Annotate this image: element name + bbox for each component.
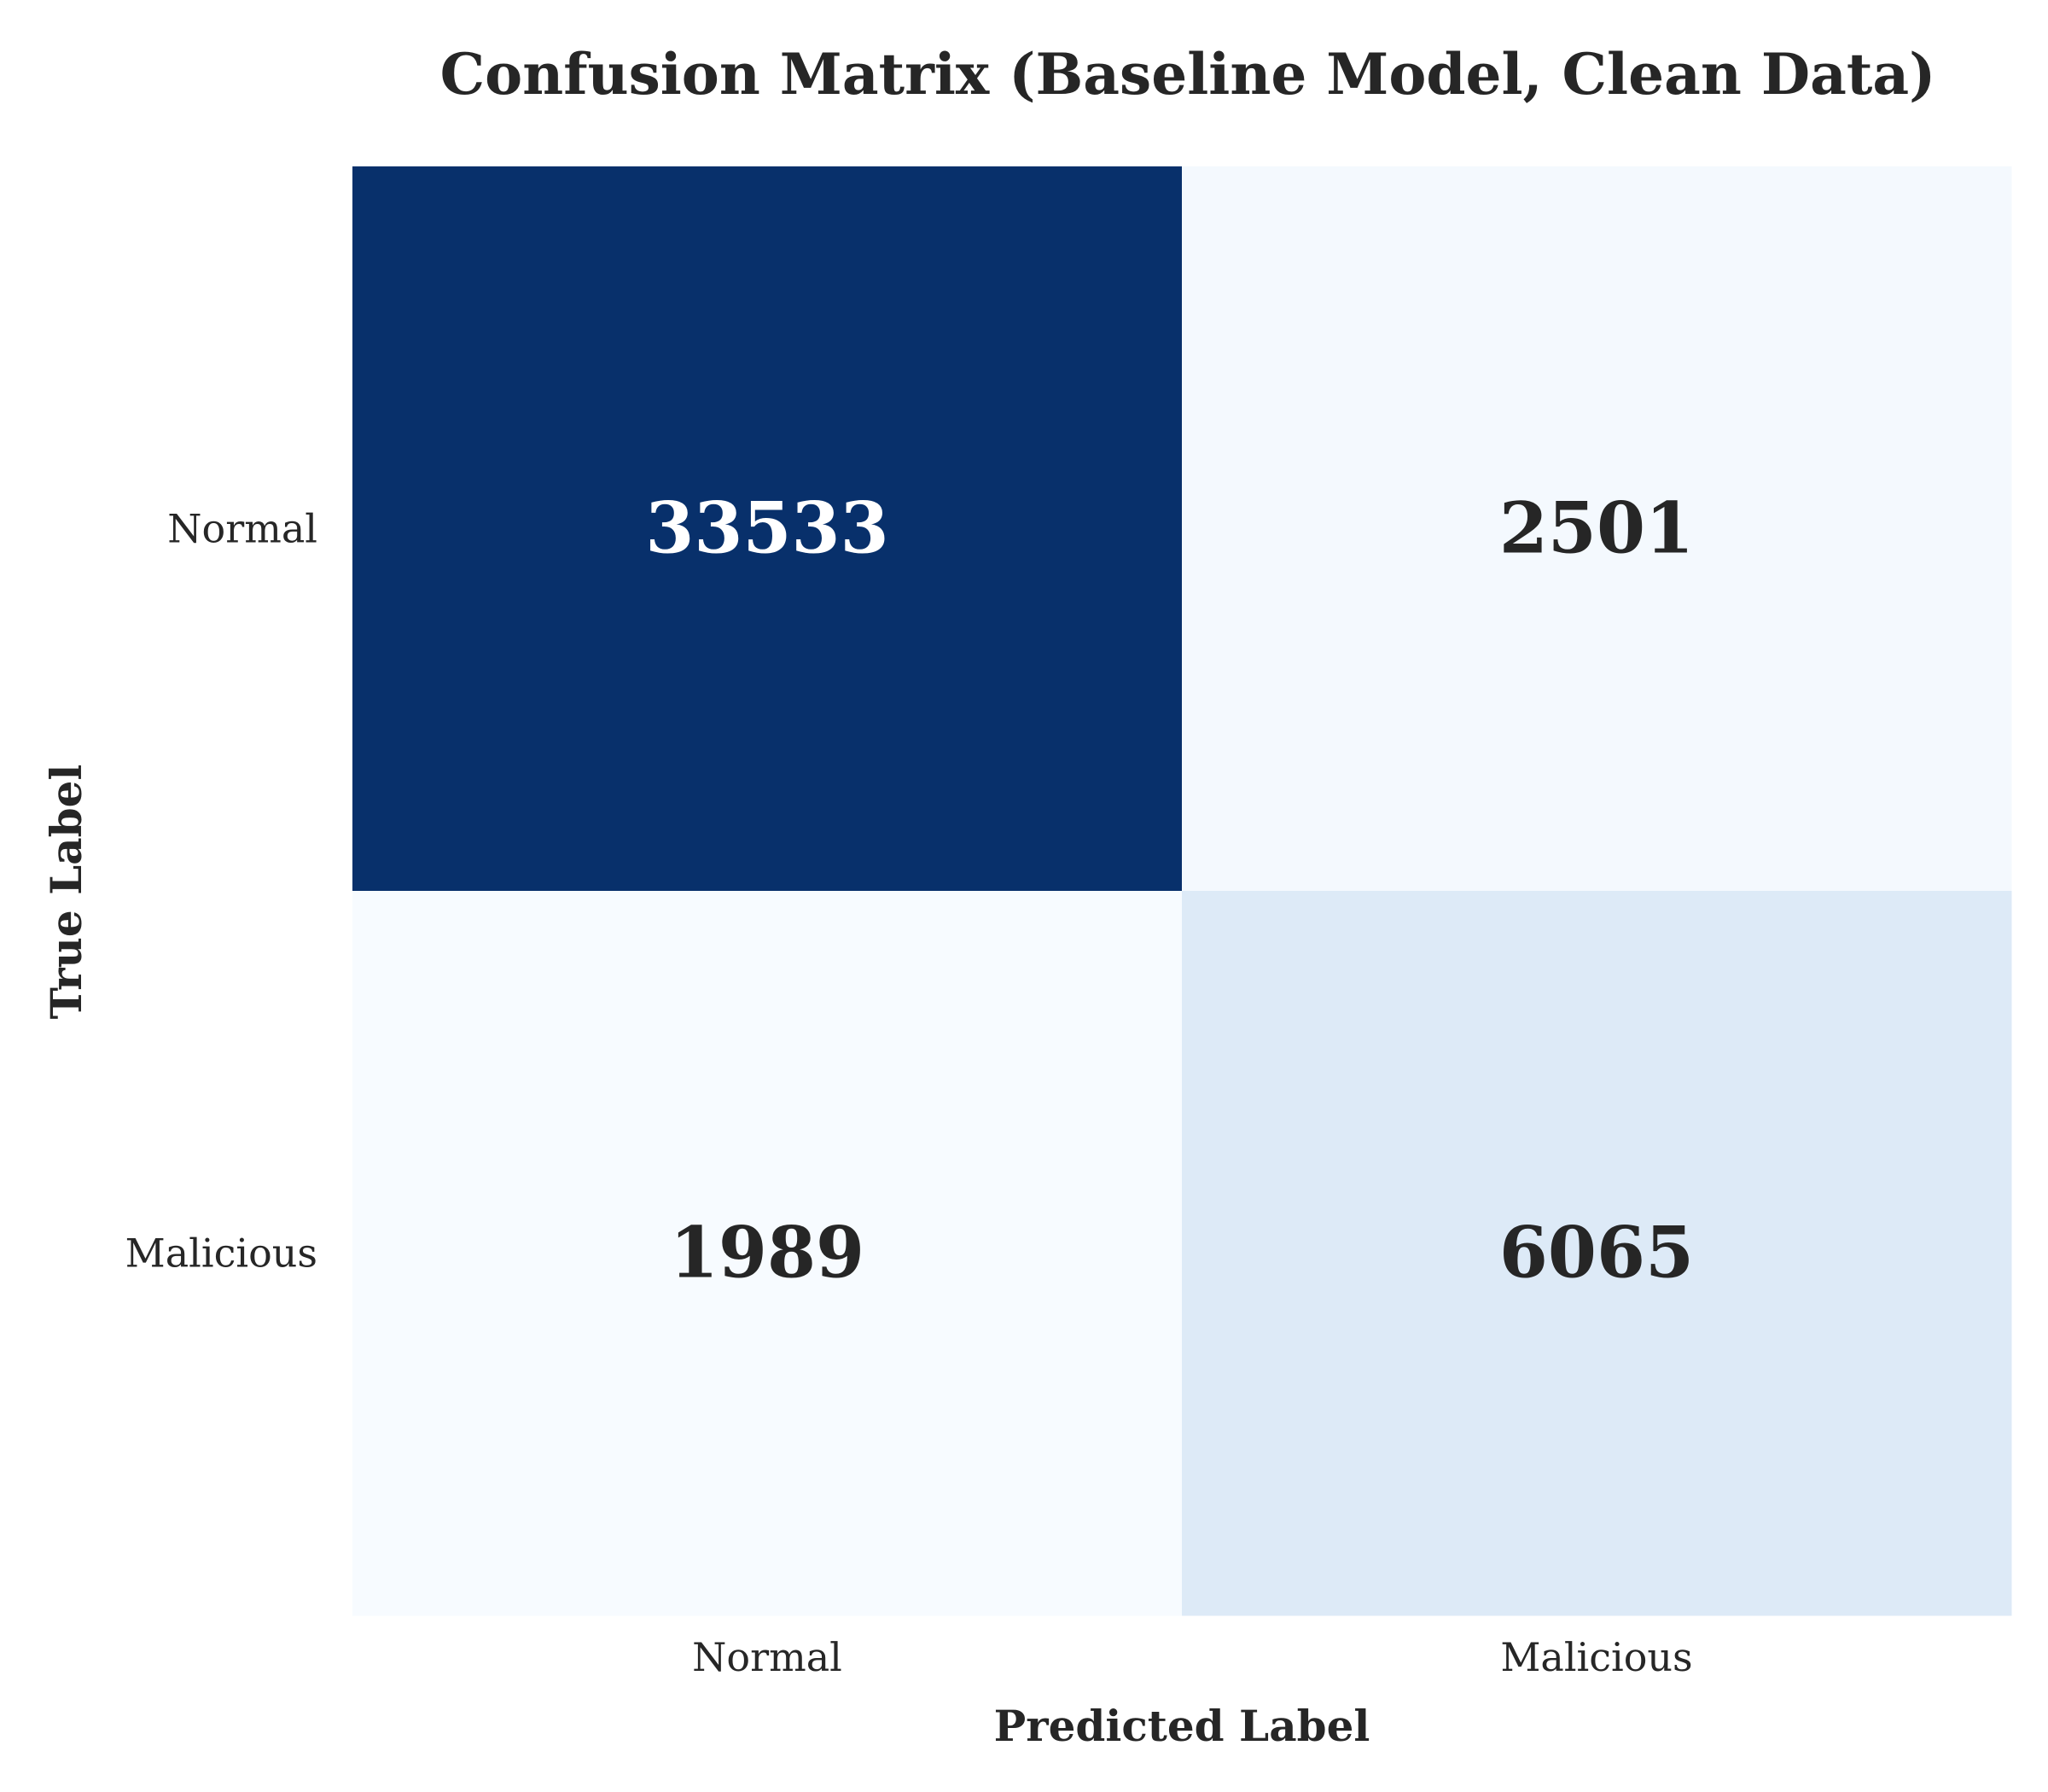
y-axis-label: True Label: [41, 765, 91, 1020]
cell-value-label: 33533: [645, 488, 888, 570]
heatmap-cell: [1182, 891, 2012, 1616]
heatmap-cell: [1182, 166, 2012, 892]
cell-value-label: 2501: [1499, 488, 1694, 570]
heatmap-cell: [352, 166, 1183, 892]
x-tick-label: Malicious: [1500, 1634, 1692, 1680]
x-axis-label: Predicted Label: [994, 1701, 1370, 1751]
x-axis-ticks: Normal Malicious: [692, 1634, 1693, 1680]
heatmap-cell: [352, 891, 1183, 1616]
y-tick-label: Malicious: [125, 1231, 317, 1277]
cell-value-label: 1989: [670, 1213, 864, 1295]
heatmap-cells: [352, 166, 2012, 1616]
y-tick-label: Normal: [167, 506, 317, 552]
chart-title: Confusion Matrix (Baseline Model, Clean …: [440, 41, 1936, 108]
x-tick-label: Normal: [692, 1634, 842, 1680]
cell-value-label: 6065: [1499, 1213, 1694, 1295]
y-axis-ticks: Normal Malicious: [125, 506, 317, 1277]
heatmap-cell-labels: 33533 2501 1989 6065: [645, 488, 1694, 1295]
